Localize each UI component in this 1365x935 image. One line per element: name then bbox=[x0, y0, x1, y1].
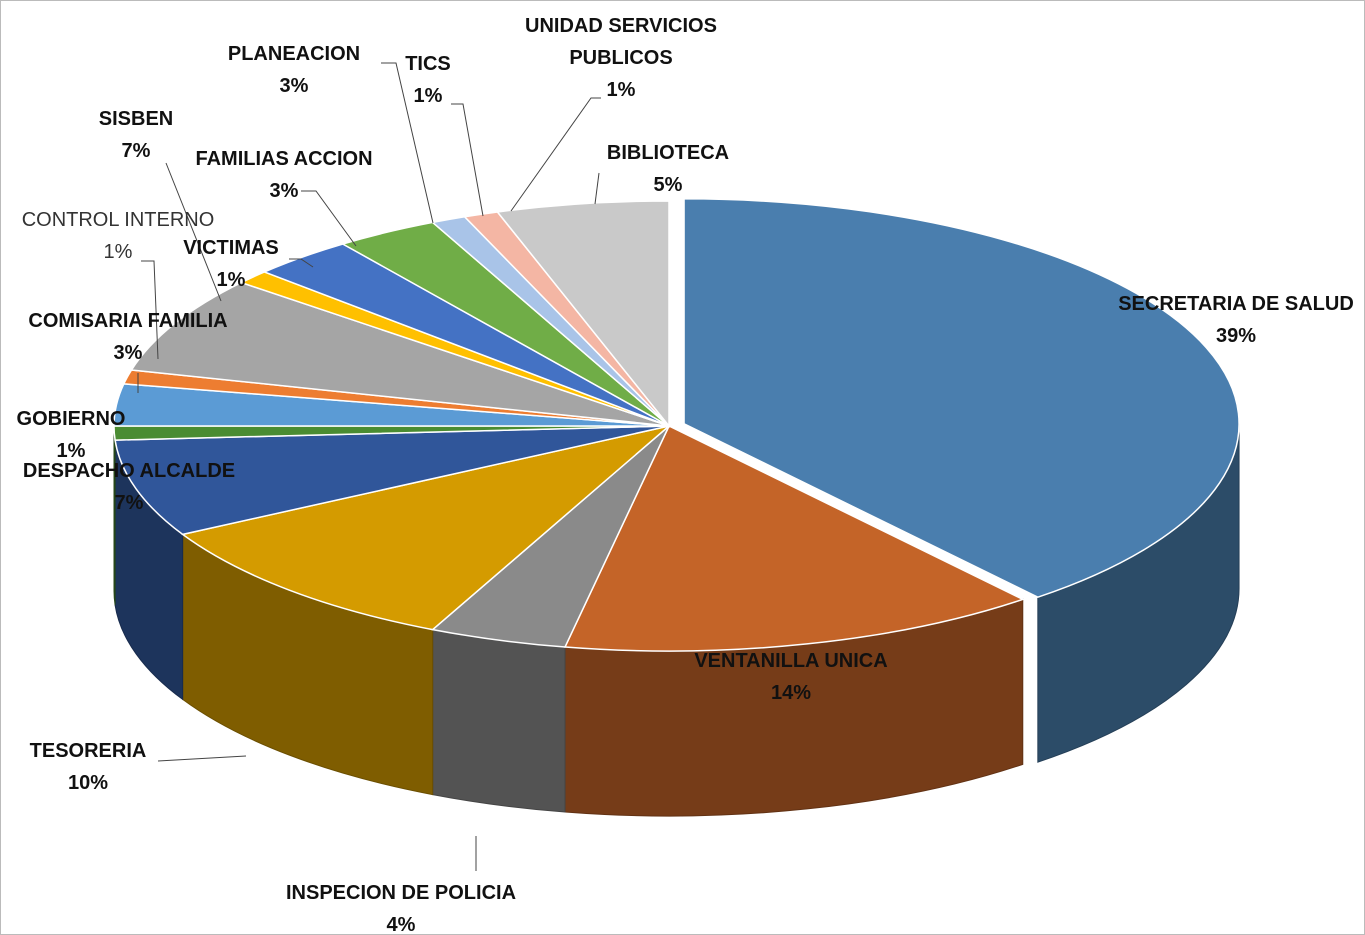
slice-name: DESPACHO ALCALDE bbox=[22, 460, 236, 482]
slice-percent: 3% bbox=[113, 342, 143, 364]
leader-line bbox=[157, 755, 247, 762]
slice bbox=[180, 425, 670, 631]
slice-percent: 4% bbox=[386, 914, 416, 935]
slice-name: SECRETARIA DE SALUD bbox=[1118, 293, 1354, 315]
slice-name: BIBLIOTECA bbox=[606, 142, 730, 164]
slice-name: VICTIMAS bbox=[183, 237, 279, 259]
data-label: BIBLIOTECA 5% bbox=[578, 137, 758, 201]
slice-side bbox=[432, 628, 566, 813]
slice-name: PLANEACION bbox=[227, 43, 361, 65]
data-label: FAMILIAS ACCION 3% bbox=[164, 143, 404, 207]
leader-line bbox=[141, 260, 159, 360]
leader-line bbox=[594, 172, 600, 205]
leader-line bbox=[301, 190, 357, 247]
slice-percent: 3% bbox=[269, 180, 299, 202]
data-label: UNIDAD SERVICIOS PUBLICOS 1% bbox=[501, 10, 741, 106]
slice-percent: 14% bbox=[770, 682, 812, 704]
slice-percent: 1% bbox=[216, 269, 246, 291]
slice-percent: 1% bbox=[56, 440, 86, 462]
data-label: CONTROL INTERNO 1% bbox=[1, 204, 238, 268]
slice bbox=[496, 200, 670, 429]
slice-name: SISBEN bbox=[98, 108, 174, 130]
data-label: SECRETARIA DE SALUD 39% bbox=[1086, 288, 1364, 352]
slice-percent: 3% bbox=[279, 75, 309, 97]
slice-name: CONTROL INTERNO bbox=[21, 209, 215, 231]
slice-name: UNIDAD SERVICIOS PUBLICOS bbox=[525, 15, 717, 69]
data-label: COMISARIA FAMILIA 3% bbox=[1, 305, 258, 369]
slice-percent: 1% bbox=[413, 85, 443, 107]
leader-line bbox=[510, 97, 601, 212]
slice-name: FAMILIAS ACCION bbox=[195, 148, 373, 170]
data-label: TICS 1% bbox=[388, 48, 468, 112]
slice-percent: 5% bbox=[653, 174, 683, 196]
data-label: GOBIERNO 1% bbox=[1, 403, 141, 467]
data-label: DESPACHO ALCALDE 7% bbox=[1, 455, 259, 519]
slice-name: GOBIERNO bbox=[16, 408, 126, 430]
slice-percent: 10% bbox=[67, 772, 109, 794]
data-label: VICTIMAS 1% bbox=[161, 232, 301, 296]
leader-lines bbox=[137, 62, 601, 871]
data-label: SISBEN 7% bbox=[76, 103, 196, 167]
slice-name: VENTANILLA UNICA bbox=[694, 650, 888, 672]
slice-percent: 1% bbox=[606, 79, 636, 101]
slice-name: INSPECION DE POLICIA bbox=[285, 882, 517, 904]
slice bbox=[563, 424, 1025, 652]
data-label: INSPECION DE POLICIA 4% bbox=[241, 877, 561, 935]
slice-percent: 1% bbox=[103, 241, 133, 263]
slice bbox=[114, 425, 670, 536]
slice bbox=[130, 281, 670, 427]
slice bbox=[683, 198, 1240, 598]
leader-line bbox=[451, 103, 484, 217]
slice-percent: 39% bbox=[1215, 325, 1257, 347]
slice-name: TESORERIA bbox=[29, 740, 147, 762]
leader-line bbox=[165, 162, 222, 302]
data-label: VENTANILLA UNICA 14% bbox=[641, 645, 941, 709]
leader-line bbox=[381, 62, 434, 224]
slice-name: COMISARIA FAMILIA bbox=[28, 310, 228, 332]
data-label: PLANEACION 3% bbox=[204, 38, 384, 102]
data-label: TESORERIA 10% bbox=[1, 735, 188, 799]
slice-name: TICS bbox=[405, 53, 451, 75]
leader-line bbox=[289, 258, 314, 268]
slice-percent: 7% bbox=[121, 140, 151, 162]
slice-percent: 7% bbox=[114, 492, 144, 514]
